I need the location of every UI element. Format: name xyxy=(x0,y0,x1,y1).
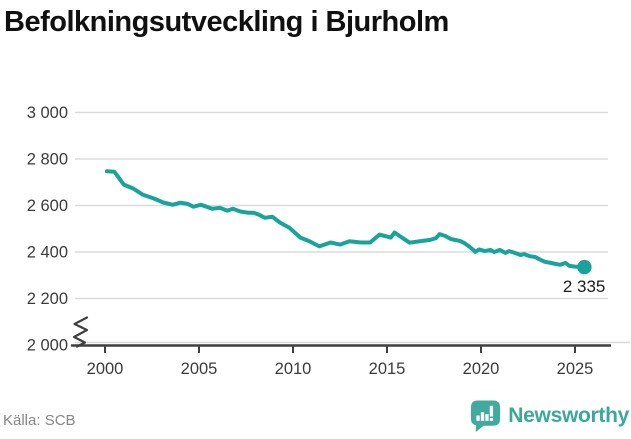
chart-title: Befolkningsutveckling i Bjurholm xyxy=(4,6,449,38)
x-tick-label: 2015 xyxy=(369,360,406,378)
x-tick-label: 2010 xyxy=(275,360,312,378)
y-tick-label: 2 000 xyxy=(27,337,68,355)
x-tick-label: 2005 xyxy=(181,360,218,378)
logo-bar-2 xyxy=(481,412,485,421)
y-tick-label: 2 200 xyxy=(27,290,68,308)
y-tick-label: 2 400 xyxy=(27,244,68,262)
x-tick-label: 2000 xyxy=(87,360,124,378)
logo-exclamation-dot xyxy=(490,418,494,421)
source-label: Källa: SCB xyxy=(3,412,76,429)
logo-bar-1 xyxy=(476,415,480,421)
newsworthy-logo-icon xyxy=(471,400,501,432)
x-tick-label: 2020 xyxy=(463,360,500,378)
population-line xyxy=(104,169,587,270)
logo-bar-3 xyxy=(485,414,489,421)
logo-exclamation-bar xyxy=(490,405,494,417)
last-point-marker xyxy=(577,259,592,275)
last-value-label: 2 335 xyxy=(563,277,606,296)
y-tick-label: 2 600 xyxy=(27,197,68,215)
brand-name: Newsworthy xyxy=(508,404,629,427)
newsworthy-brand: Newsworthy xyxy=(470,399,629,433)
y-axis-break-icon xyxy=(72,316,89,348)
y-tick-label: 2 800 xyxy=(27,151,68,169)
y-tick-label: 3 000 xyxy=(27,104,68,122)
chart-footer: Källa: SCB Newsworthy xyxy=(0,399,631,435)
x-tick-label: 2025 xyxy=(557,360,594,378)
